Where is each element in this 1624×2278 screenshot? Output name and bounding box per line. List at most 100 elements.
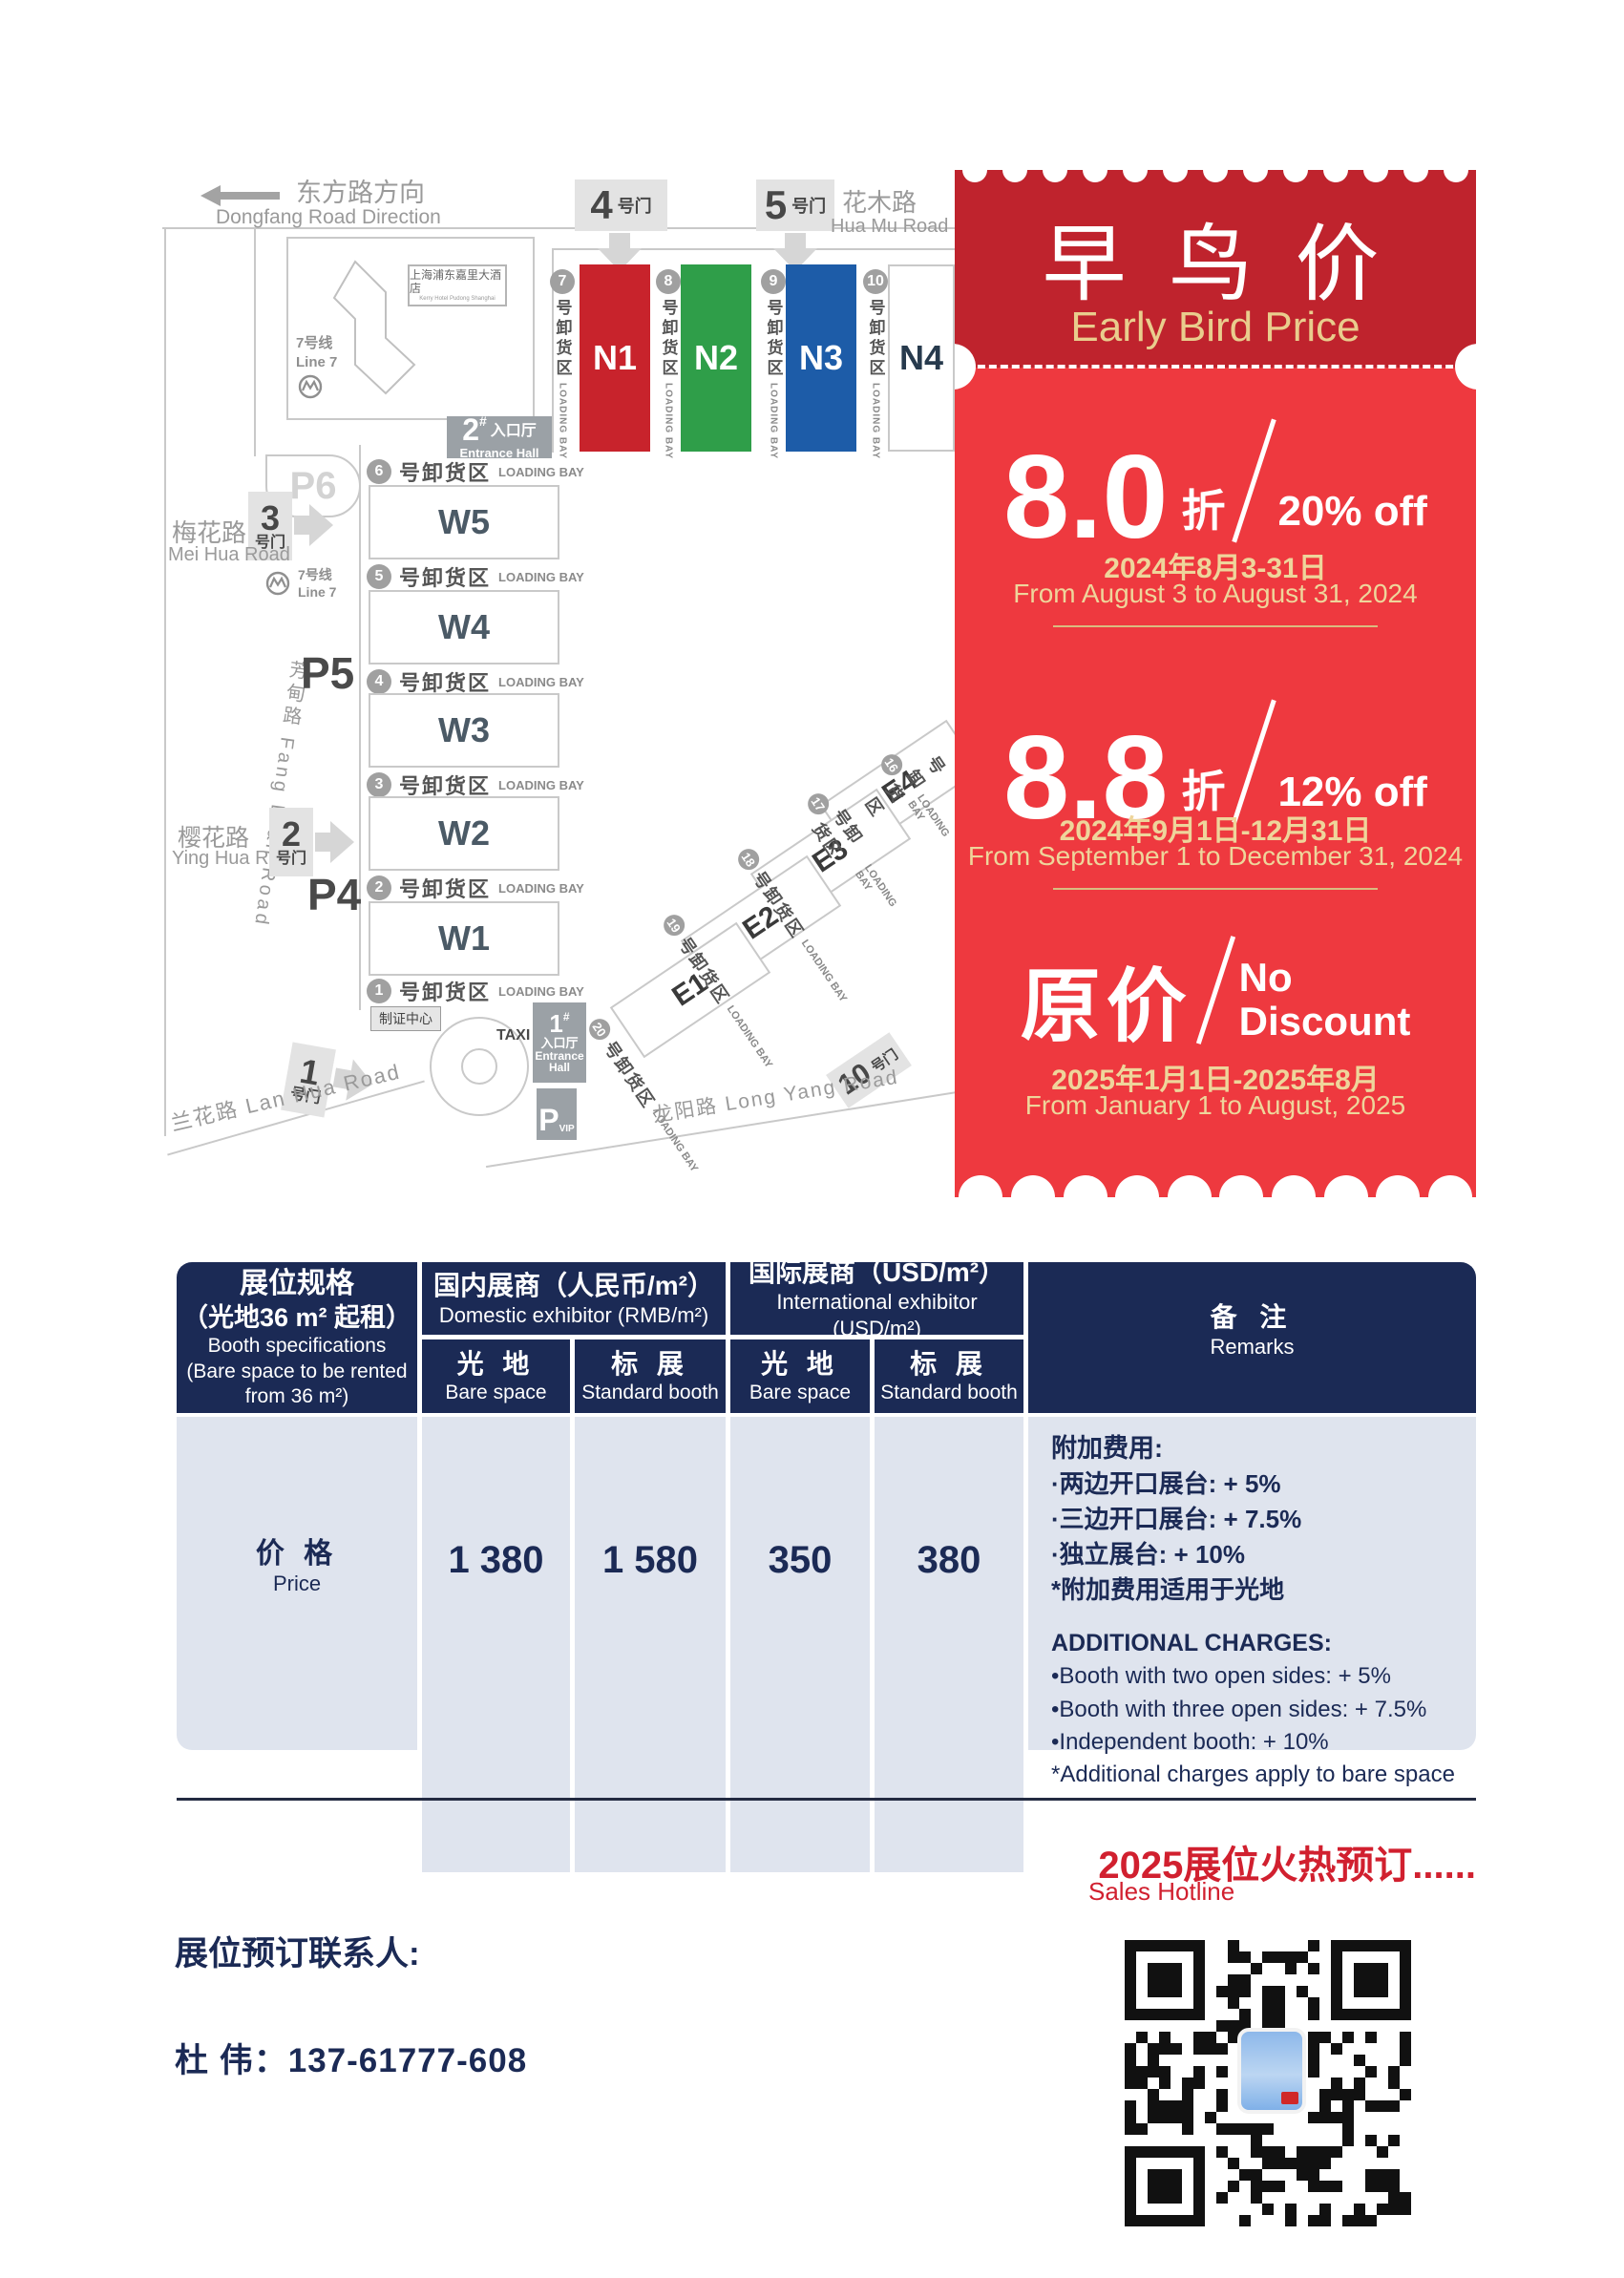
scallop-dot: [1167, 1175, 1212, 1197]
scallop-dot: [1123, 170, 1148, 182]
loading-bay-17-en: LOADING BAY: [853, 862, 899, 910]
domestic-bare-zh: 光 地: [456, 1348, 536, 1379]
price-en: Price: [272, 1571, 322, 1595]
dongfang-road-label-en: Dongfang Road Direction: [216, 206, 441, 228]
loading-bay-16-zh: 号卸货区: [861, 752, 950, 821]
parking-p4-label: P4: [307, 870, 362, 919]
gate-4-suffix: 号门: [617, 197, 652, 216]
parking-vip: P VIP: [537, 1088, 577, 1140]
taxi-label: TAXI: [496, 1027, 531, 1044]
scallop-dot: [1444, 170, 1468, 182]
venue-west-wall: [359, 445, 361, 1010]
cell-intl-bare-value: 350: [730, 1417, 870, 1872]
entrance-hall-1: 1 # 入口厅 Entrance Hall: [533, 1002, 586, 1083]
loading-bay-8: 8 号卸货区 LOADING BAY: [654, 269, 683, 459]
gate-3-suffix: 号门: [254, 535, 285, 551]
scallop-dot: [1363, 170, 1388, 182]
loading-bay-6-number: 6: [367, 459, 391, 484]
subheader-intl-bare: 光 地 Bare space: [730, 1339, 870, 1413]
qr-center-logo: [1237, 2028, 1306, 2114]
loading-bay-16-en: LOADING BAY: [905, 792, 952, 839]
subheader-intl-std: 标 展 Standard booth: [875, 1339, 1023, 1413]
loading-bay-5-en: LOADING BAY: [498, 569, 584, 584]
gate-3: 3 号门: [248, 492, 292, 560]
contact-label: 展位预订联系人:: [175, 1935, 420, 1972]
line7-label-en: Line 7: [296, 353, 338, 370]
intl-en: International exhibitor (USD/m²): [776, 1290, 978, 1340]
hall-w3-label: W3: [438, 710, 490, 749]
line7-label-zh: 7号线: [296, 335, 333, 351]
loading-bay-1: 1 号卸货区 LOADING BAY: [367, 976, 584, 1006]
hotel-label-zh: 上海浦东嘉里大酒店: [410, 268, 502, 296]
loading-bay-8-zh: 号卸货区: [659, 299, 678, 379]
hall-n2: N2: [681, 264, 751, 452]
gate-3-arrow-icon: [294, 504, 334, 546]
loading-bay-5: 5 号卸货区 LOADING BAY: [367, 561, 584, 592]
scallop-dot: [1115, 1175, 1160, 1197]
parking-p6-label: P6: [289, 464, 337, 507]
tier-2-unit: 折: [1181, 767, 1226, 816]
hotline-subtitle: Sales Hotline: [1088, 1877, 1235, 1906]
ticket-title-zh: 早 鸟 价: [1042, 217, 1389, 311]
meihua-road-label-zh: 梅花路: [172, 518, 247, 547]
note-zh-4: *附加费用适用于光地: [1051, 1575, 1285, 1605]
scallop-dot: [1063, 1175, 1107, 1197]
hall-n1: N1: [580, 264, 650, 452]
loading-bay-2-en: LOADING BAY: [498, 880, 584, 896]
tier-3-date-en: From January 1 to August, 2025: [1024, 1090, 1406, 1120]
hall-n3: N3: [786, 264, 856, 452]
scallop-dot: [1083, 170, 1107, 182]
yinghua-road-label-zh: 樱花路: [178, 825, 250, 852]
subheader-domestic-bare: 光 地 Bare space: [422, 1339, 570, 1413]
hall-n2-label: N2: [693, 338, 739, 377]
entrance-2-en: Entrance Hall: [459, 445, 539, 460]
entrance-1-number: 1: [549, 1008, 563, 1038]
dongfang-arrow-icon: [200, 183, 281, 208]
dongfang-road-label-zh: 东方路方向: [296, 179, 425, 207]
tier-3-discount-line1: No: [1238, 955, 1293, 1001]
pricing-table: 展位规格 （光地36 m² 起租） Booth specifications (…: [177, 1257, 1476, 1872]
loading-bay-3-zh: 号卸货区: [399, 774, 492, 798]
tier-1-value: 8.0: [1003, 431, 1169, 563]
venue-top-wall: [552, 248, 955, 250]
loading-bay-18-en: LOADING BAY: [798, 938, 850, 1004]
ticket-title-en: Early Bird Price: [1070, 304, 1360, 350]
loading-bay-17-number: 17: [803, 789, 833, 819]
badge-center-label: 制证中心: [370, 1006, 441, 1031]
roundabout: [430, 1017, 529, 1116]
gate-2: 2 号门: [269, 808, 313, 876]
spec-en2: (Bare space to be rented: [186, 1360, 408, 1382]
entrance-2-number: 2: [462, 412, 479, 448]
hall-w3: W3: [369, 693, 559, 768]
gate-3-number: 3: [260, 498, 281, 538]
huamu-road-label-en: Hua Mu Road: [831, 216, 949, 237]
hall-w4: W4: [369, 590, 559, 664]
parking-vip-p: P: [538, 1103, 559, 1138]
tier-2-discount: 12% off: [1277, 769, 1427, 815]
loading-bay-7-en: LOADING BAY: [557, 383, 568, 460]
hall-w1: W1: [369, 901, 559, 976]
header-international: 国际展商（USD/m²） International exhibitor (US…: [730, 1257, 1023, 1340]
tier-1-date-zh: 2024年8月3-31日: [1104, 553, 1327, 584]
loading-bay-1-zh: 号卸货区: [399, 981, 492, 1004]
domestic-zh: 国内展商（人民币/m²）: [432, 1270, 714, 1300]
hall-w2: W2: [369, 796, 559, 871]
qr-logo-flag: [1281, 2092, 1298, 2104]
loading-bay-9-en: LOADING BAY: [768, 383, 779, 460]
loading-bay-8-en: LOADING BAY: [663, 383, 674, 460]
ticket-separator-1: [1053, 625, 1378, 627]
huamu-road-label-zh: 花木路: [842, 188, 917, 217]
scallop-dot: [1427, 1175, 1472, 1197]
scallop-dot: [1283, 170, 1308, 182]
venue-north-left-wall: [552, 248, 554, 453]
loading-bay-9-number: 9: [761, 269, 786, 294]
road-line-top: [162, 227, 955, 229]
line7-label-2: 7号线 Line 7: [298, 567, 336, 601]
header-booth-spec: 展位规格 （光地36 m² 起租） Booth specifications (…: [177, 1262, 417, 1413]
loading-bay-18-number: 18: [733, 844, 764, 875]
scallop-dot: [1403, 170, 1428, 182]
domestic-std-zh: 标 展: [611, 1348, 689, 1379]
ticket-separator-2: [1053, 888, 1378, 890]
entrance-1-zh: 入口厅: [540, 1036, 579, 1051]
qr-code: [1125, 1940, 1411, 2226]
